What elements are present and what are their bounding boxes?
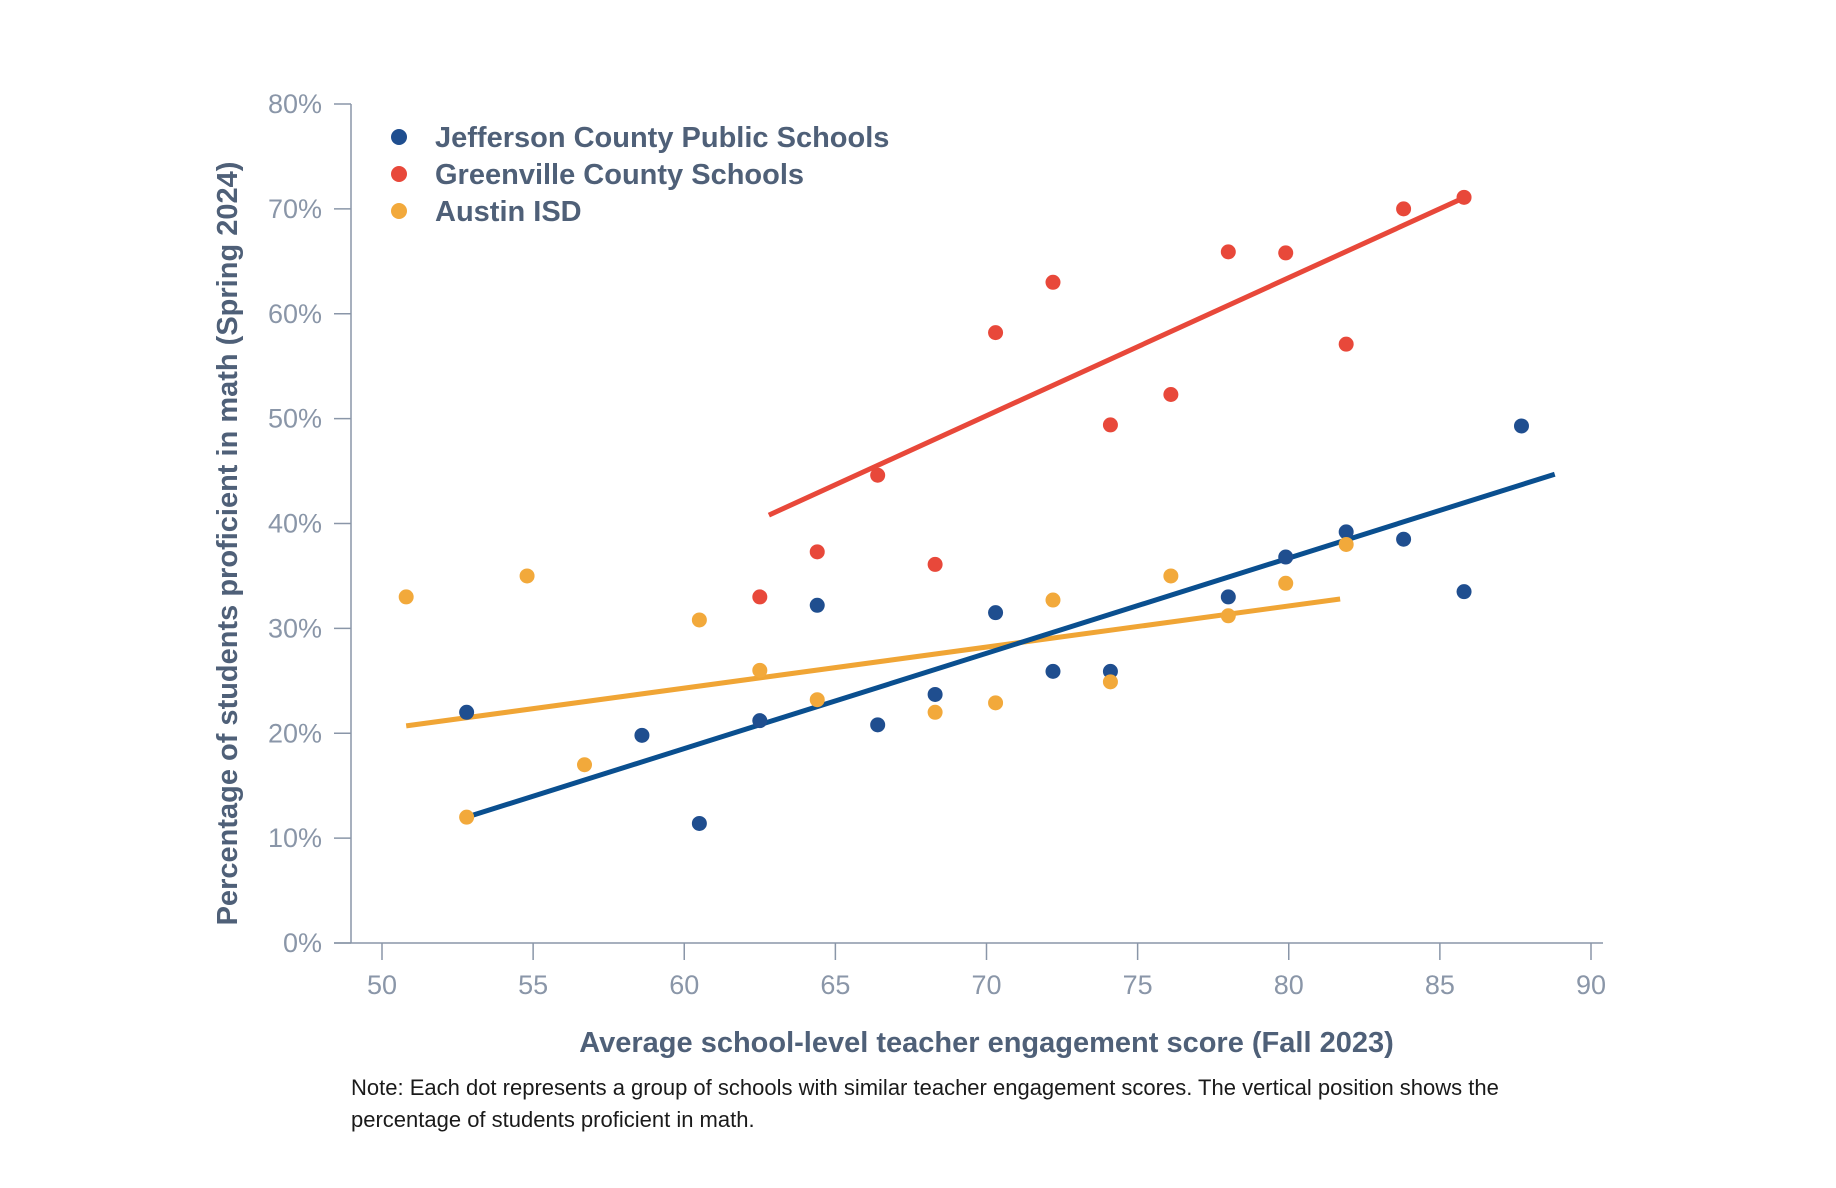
data-point [809, 597, 825, 613]
x-tick-label: 75 [1123, 970, 1153, 1000]
trend-line [465, 471, 1556, 820]
data-point [1396, 201, 1412, 217]
x-tick-label: 60 [669, 970, 699, 1000]
data-point [691, 815, 707, 831]
data-point [1278, 549, 1294, 565]
axes: 0% 10% 20% 30% 40% 50% 60% 70% 80% 50 55 60 65 70 75 80… [268, 89, 1606, 1000]
data-point [927, 704, 943, 720]
x-axis-title: Average school-level teacher engagement … [579, 1027, 1394, 1059]
data-points [398, 189, 1529, 831]
data-point [1102, 674, 1118, 690]
legend-marker [391, 129, 407, 145]
data-point [1338, 336, 1354, 352]
y-tick-label: 20% [268, 718, 322, 748]
data-point [398, 589, 414, 605]
data-point [927, 686, 943, 702]
data-point [988, 605, 1004, 621]
data-point [752, 589, 768, 605]
data-point [1220, 244, 1236, 260]
data-point [1045, 592, 1061, 608]
y-tick-label: 50% [268, 404, 322, 434]
x-tick-label: 70 [971, 970, 1001, 1000]
data-point [1456, 584, 1472, 600]
data-point [1220, 608, 1236, 624]
data-point [459, 704, 475, 720]
x-tick-label: 55 [518, 970, 548, 1000]
data-point [1045, 274, 1061, 290]
trend-line [767, 194, 1469, 518]
x-tick-label: 80 [1274, 970, 1304, 1000]
y-tick-label: 40% [268, 509, 322, 539]
data-point [1338, 536, 1354, 552]
data-point [1338, 524, 1354, 540]
data-point [1102, 663, 1118, 679]
x-tick-label: 90 [1576, 970, 1606, 1000]
data-point [634, 727, 650, 743]
data-point [459, 809, 475, 825]
data-point [870, 467, 886, 483]
y-tick-label: 70% [268, 194, 322, 224]
data-point [1163, 387, 1179, 403]
legend: Jefferson County Public Schools Greenvill… [391, 122, 889, 228]
legend-label: Greenville County Schools [435, 159, 804, 191]
data-point [1045, 663, 1061, 679]
data-point [1278, 245, 1294, 261]
data-point [1278, 575, 1294, 591]
y-tick-label: 0% [283, 928, 322, 958]
trend-lines [405, 194, 1556, 820]
data-point [1163, 568, 1179, 584]
legend-marker [391, 203, 407, 219]
x-tick-label: 85 [1425, 970, 1455, 1000]
data-point [1220, 589, 1236, 605]
data-point [927, 556, 943, 572]
chart-note: Note: Each dot represents a group of sch… [351, 1075, 1499, 1132]
data-point [1396, 531, 1412, 547]
data-point [988, 695, 1004, 711]
data-point [1513, 418, 1529, 434]
data-point [577, 757, 593, 773]
y-tick-label: 30% [268, 613, 322, 643]
y-axis-title: Percentage of students proficient in mat… [212, 162, 244, 926]
y-tick-label: 80% [268, 89, 322, 119]
data-point [870, 717, 886, 733]
data-point [1456, 189, 1472, 205]
trend-line [405, 596, 1341, 729]
data-point [809, 544, 825, 560]
data-point [519, 568, 535, 584]
data-point [1102, 417, 1118, 433]
data-point [988, 325, 1004, 341]
legend-label: Jefferson County Public Schools [435, 122, 889, 154]
legend-label: Austin ISD [435, 196, 582, 228]
data-point [752, 713, 768, 729]
y-tick-label: 60% [268, 299, 322, 329]
data-point [809, 692, 825, 708]
data-point [752, 662, 768, 678]
legend-marker [391, 166, 407, 182]
data-point [691, 612, 707, 628]
y-tick-label: 10% [268, 823, 322, 853]
x-tick-label: 50 [367, 970, 397, 1000]
x-tick-label: 65 [820, 970, 850, 1000]
